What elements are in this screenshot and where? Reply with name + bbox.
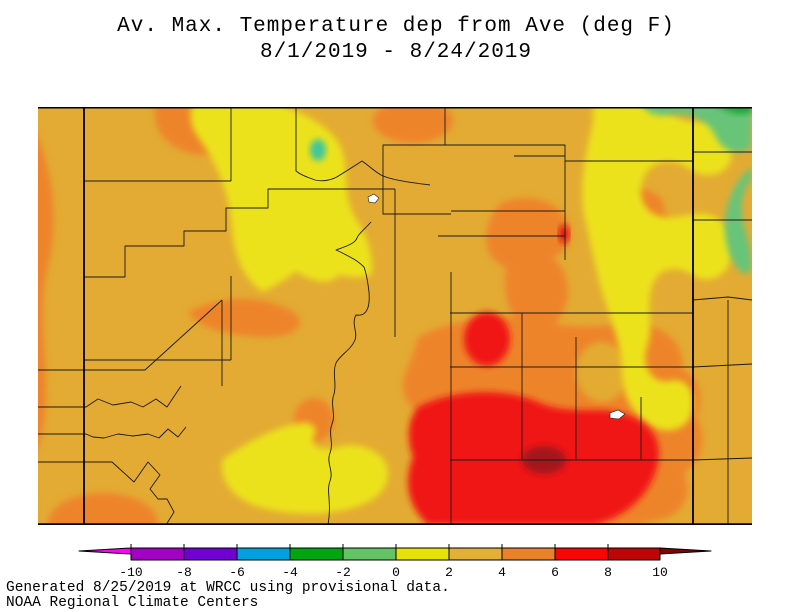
svg-text:0: 0 [392, 565, 400, 580]
svg-text:-10: -10 [119, 565, 142, 580]
svg-text:4: 4 [498, 565, 506, 580]
svg-text:-4: -4 [282, 565, 298, 580]
svg-text:10: 10 [652, 565, 668, 580]
svg-text:2: 2 [445, 565, 453, 580]
svg-text:-8: -8 [176, 565, 192, 580]
svg-text:6: 6 [551, 565, 559, 580]
svg-text:-6: -6 [229, 565, 245, 580]
svg-text:-2: -2 [335, 565, 351, 580]
svg-text:8: 8 [604, 565, 612, 580]
